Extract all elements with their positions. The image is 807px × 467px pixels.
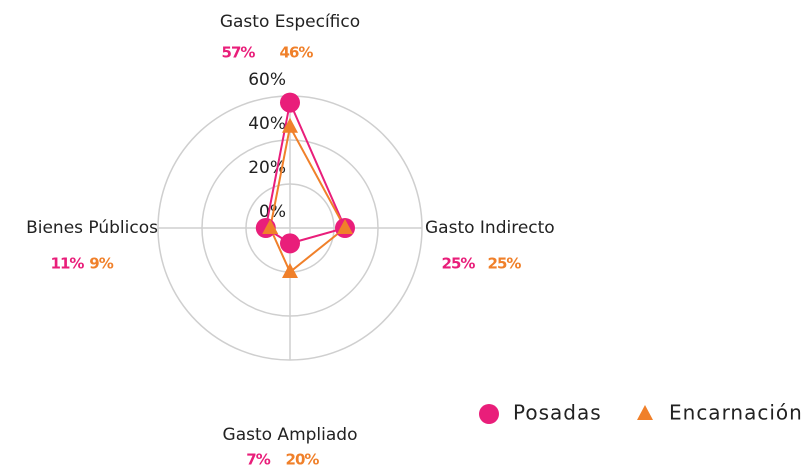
r-tick-label: 40% <box>248 114 286 134</box>
value-label: 20% <box>286 451 320 467</box>
value-label: 9% <box>89 255 113 273</box>
marker <box>262 219 279 234</box>
legend-label: Posadas <box>513 401 602 425</box>
legend-marker <box>637 405 653 420</box>
value-label: 11% <box>51 255 85 273</box>
value-label: 46% <box>280 44 314 62</box>
legend-marker <box>479 404 499 424</box>
category-label: Gasto Específico <box>220 12 360 32</box>
value-label: 57% <box>222 44 256 62</box>
marker <box>337 219 353 234</box>
category-label: Bienes Públicos <box>26 218 158 238</box>
marker <box>282 117 298 133</box>
value-label: 25% <box>442 255 476 273</box>
marker <box>280 233 300 254</box>
category-label: Gasto Ampliado <box>223 425 358 445</box>
marker <box>280 92 300 113</box>
category-label: Gasto Indirecto <box>425 218 555 238</box>
marker <box>282 263 298 278</box>
r-tick-label: 60% <box>248 70 286 90</box>
legend-label: Encarnación <box>669 401 803 425</box>
value-label: 25% <box>488 255 522 273</box>
value-label: 7% <box>246 451 270 467</box>
